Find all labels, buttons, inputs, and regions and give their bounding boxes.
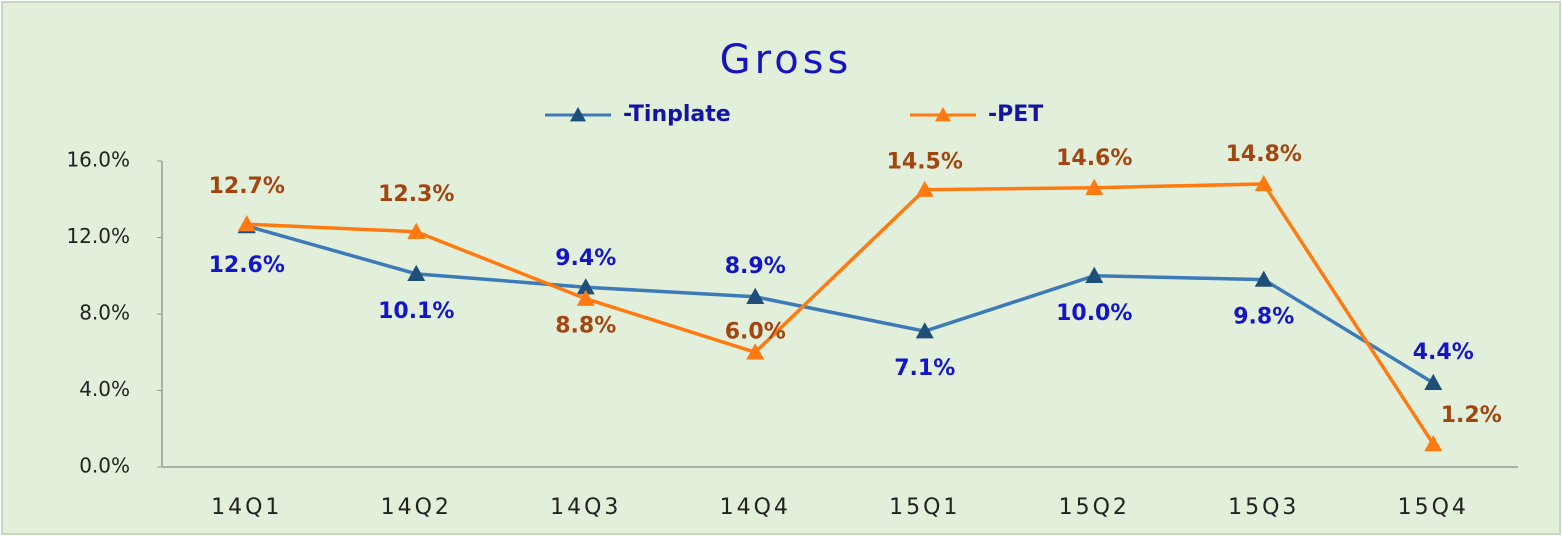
- marker: [576, 278, 595, 295]
- chart-title: Gross: [720, 37, 853, 83]
- marker: [237, 215, 256, 232]
- value-label: 6.0%: [725, 319, 786, 344]
- marker: [1254, 174, 1273, 192]
- value-label: 8.9%: [725, 254, 786, 279]
- value-label: 7.1%: [894, 356, 955, 381]
- y-tick-label: 4.0%: [79, 377, 130, 401]
- x-tick-label: 15Q2: [1059, 495, 1130, 520]
- marker: [576, 289, 595, 306]
- value-label: 12.7%: [209, 174, 285, 199]
- value-label: 1.2%: [1441, 403, 1502, 428]
- series-line: [246, 224, 1435, 385]
- marker: [1254, 270, 1273, 287]
- marker: [1424, 373, 1443, 391]
- value-label: 9.4%: [555, 246, 616, 271]
- x-tick-label: 14Q1: [211, 495, 282, 520]
- legend-label: -Tinplate: [623, 102, 731, 127]
- marker: [407, 264, 426, 282]
- marker: [915, 180, 934, 197]
- value-label: 4.4%: [1413, 340, 1474, 365]
- value-label: 14.8%: [1226, 142, 1302, 167]
- x-tick-label: 14Q4: [720, 495, 791, 520]
- series-line: [246, 182, 1435, 446]
- value-label: 12.3%: [378, 182, 454, 207]
- value-label: 12.6%: [209, 253, 285, 278]
- legend-label: -PET: [988, 102, 1043, 127]
- marker: [1085, 178, 1104, 195]
- value-label: 9.8%: [1233, 305, 1294, 330]
- x-tick-label: 14Q3: [550, 495, 621, 520]
- marker: [746, 287, 765, 304]
- x-tick-label: 15Q1: [889, 495, 960, 520]
- marker: [407, 222, 426, 239]
- marker: [915, 322, 934, 339]
- marker: [746, 343, 765, 360]
- y-tick-label: 0.0%: [79, 454, 130, 478]
- y-tick-label: 16.0%: [66, 148, 130, 172]
- x-tick-label: 15Q3: [1228, 495, 1299, 520]
- marker: [1085, 266, 1104, 283]
- marker: [1424, 435, 1443, 452]
- value-label: 10.1%: [378, 299, 454, 324]
- y-tick-label: 12.0%: [66, 224, 130, 248]
- value-label: 14.5%: [887, 150, 963, 175]
- value-label: 10.0%: [1056, 301, 1132, 326]
- legend-marker: [935, 107, 951, 122]
- x-tick-label: 15Q4: [1398, 495, 1469, 520]
- legend-marker: [570, 107, 586, 122]
- value-label: 14.6%: [1056, 146, 1132, 171]
- y-tick-label: 8.0%: [79, 301, 130, 325]
- x-tick-label: 14Q2: [381, 495, 452, 520]
- value-label: 8.8%: [555, 314, 616, 339]
